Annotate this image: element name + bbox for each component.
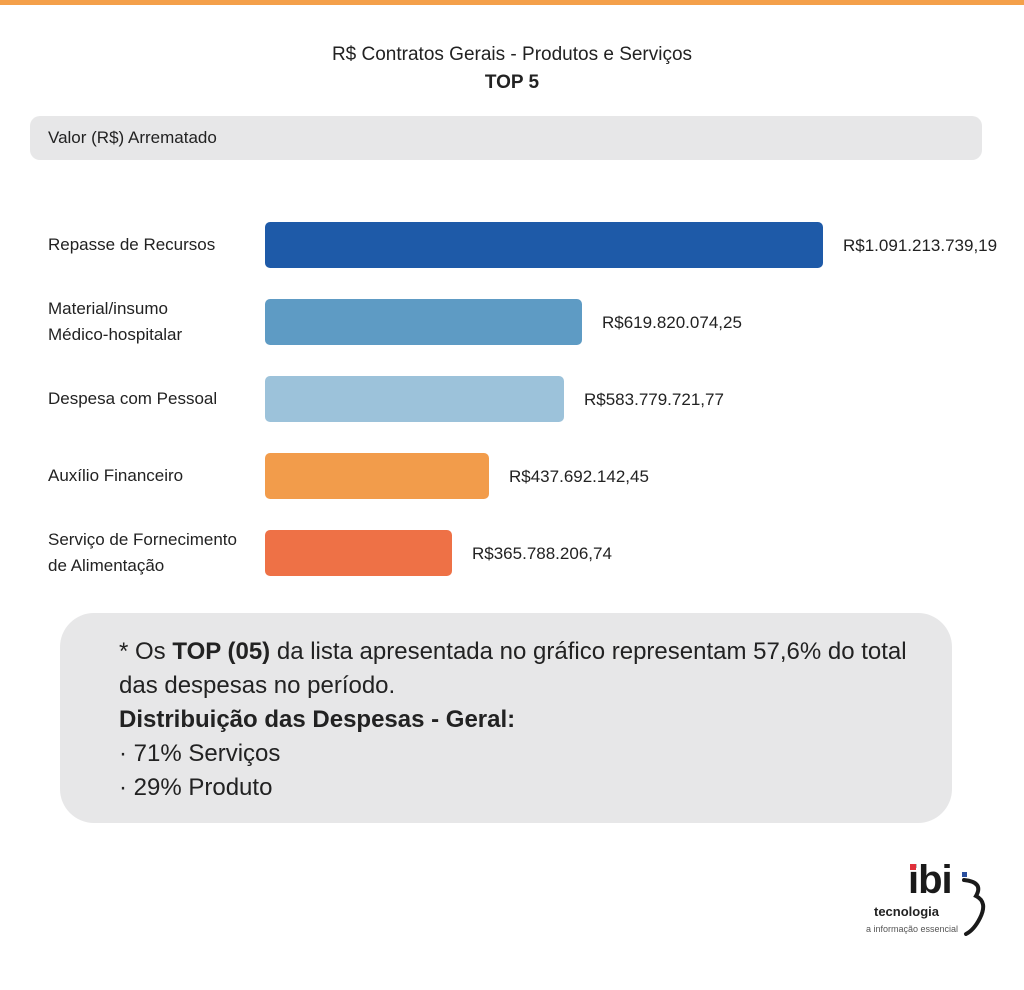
category-label-line: Médico-hospitalar xyxy=(48,325,183,344)
category-label-line: de Alimentação xyxy=(48,556,165,575)
category-label: Material/insumo Médico-hospitalar xyxy=(48,296,182,348)
bar xyxy=(265,299,582,345)
note-prefix: * Os xyxy=(119,638,173,665)
bar-value-label: R$1.091.213.739,19 xyxy=(843,236,998,255)
category-label: Despesa com Pessoal xyxy=(48,386,217,412)
note-item-services: · 71% Serviços xyxy=(119,740,281,767)
note-panel: * Os TOP (05) da lista apresentada no gr… xyxy=(60,613,952,823)
category-label-line: Repasse de Recursos xyxy=(48,235,216,254)
chart-title: R$ Contratos Gerais - Produtos e Serviço… xyxy=(331,44,693,65)
bar-value-label: R$583.779.721,77 xyxy=(584,390,724,409)
note-text: * Os TOP (05) da lista apresentada no gr… xyxy=(119,635,919,805)
value-header-label: Valor (R$) Arrematado xyxy=(48,128,217,147)
note-suffix: da lista apresentada no gráfico represen… xyxy=(119,638,907,699)
company-logo: ibi tecnologia a informação essencial xyxy=(860,858,1000,948)
bar-value-label: R$619.820.074,25 xyxy=(602,313,742,332)
bar-value-label: R$365.788.206,74 xyxy=(472,544,612,563)
top-accent-rule xyxy=(0,0,1024,5)
category-label: Repasse de Recursos xyxy=(48,232,215,258)
logo-tagline: a informação essencial xyxy=(866,924,959,934)
bar xyxy=(265,376,564,422)
category-label: Serviço de Fornecimento de Alimentação xyxy=(48,527,237,579)
category-label: Auxílio Financeiro xyxy=(48,463,183,489)
note-item-products: · 29% Produto xyxy=(119,774,273,801)
logo-mark-icon xyxy=(962,872,986,936)
bar xyxy=(265,222,823,268)
value-header-bar: Valor (R$) Arrematado xyxy=(30,116,982,160)
category-label-line: Despesa com Pessoal xyxy=(48,389,218,408)
chart-subtitle: TOP 5 xyxy=(484,72,540,93)
logo-subtitle: tecnologia xyxy=(874,904,940,919)
category-label-line: Material/insumo xyxy=(48,299,168,318)
bar xyxy=(265,453,489,499)
bar xyxy=(265,530,452,576)
bar-value-label: R$437.692.142,45 xyxy=(509,467,649,486)
logo-red-dot-icon xyxy=(910,864,916,870)
category-label-line: Auxílio Financeiro xyxy=(48,466,184,485)
note-emphasis: TOP (05) xyxy=(172,638,271,665)
note-paragraph: * Os TOP (05) da lista apresentada no gr… xyxy=(119,635,919,703)
note-heading: Distribuição das Despesas - Geral: xyxy=(119,706,516,733)
category-label-line: Serviço de Fornecimento xyxy=(48,530,237,549)
